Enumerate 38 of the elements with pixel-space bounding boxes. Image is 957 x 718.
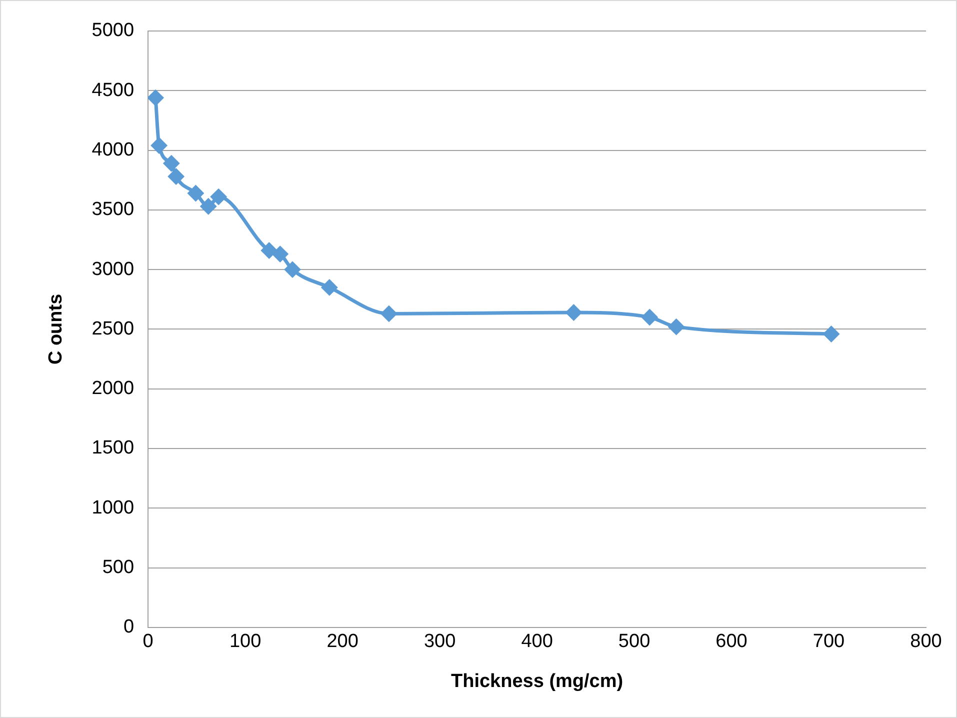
y-tick-label: 5000 bbox=[92, 20, 134, 42]
x-tick-label: 700 bbox=[812, 631, 845, 652]
point bbox=[284, 262, 300, 278]
x-tick-label: 100 bbox=[229, 631, 262, 652]
point bbox=[824, 326, 840, 342]
y-tick-label: 3500 bbox=[92, 199, 134, 220]
y-tick-label: 4000 bbox=[92, 140, 134, 161]
x-tick-label: 800 bbox=[910, 631, 942, 652]
y-tick-label: 2500 bbox=[92, 318, 134, 340]
point bbox=[261, 242, 277, 258]
point bbox=[200, 198, 216, 214]
x-tick-label: 300 bbox=[424, 631, 456, 652]
y-tick-label: 1000 bbox=[92, 497, 134, 518]
x-tick-label: 400 bbox=[521, 631, 553, 652]
y-tick-label: 1500 bbox=[92, 438, 134, 459]
point bbox=[210, 189, 226, 205]
y-tick-label: 2000 bbox=[92, 378, 134, 400]
y-tick-label: 0 bbox=[123, 616, 134, 638]
point bbox=[381, 306, 397, 322]
point bbox=[272, 246, 288, 262]
point bbox=[668, 319, 684, 335]
y-tick-label: 3000 bbox=[92, 258, 134, 280]
point bbox=[642, 310, 658, 326]
x-tick-label: 200 bbox=[326, 631, 358, 652]
point bbox=[164, 156, 180, 172]
point bbox=[151, 138, 167, 154]
point bbox=[322, 280, 338, 296]
x-tick-label: 0 bbox=[142, 631, 154, 652]
point bbox=[168, 168, 184, 184]
y-tick-label: 4500 bbox=[92, 80, 134, 101]
x-tick-label: 500 bbox=[618, 631, 650, 652]
x-tick-label: 600 bbox=[716, 631, 748, 652]
point bbox=[148, 90, 164, 106]
y-tick-label: 500 bbox=[102, 556, 134, 578]
point bbox=[566, 304, 582, 320]
y-axis-title: C ounts bbox=[46, 294, 67, 365]
x-axis-title: Thickness (mg/cm) bbox=[450, 670, 624, 692]
point bbox=[188, 185, 204, 201]
